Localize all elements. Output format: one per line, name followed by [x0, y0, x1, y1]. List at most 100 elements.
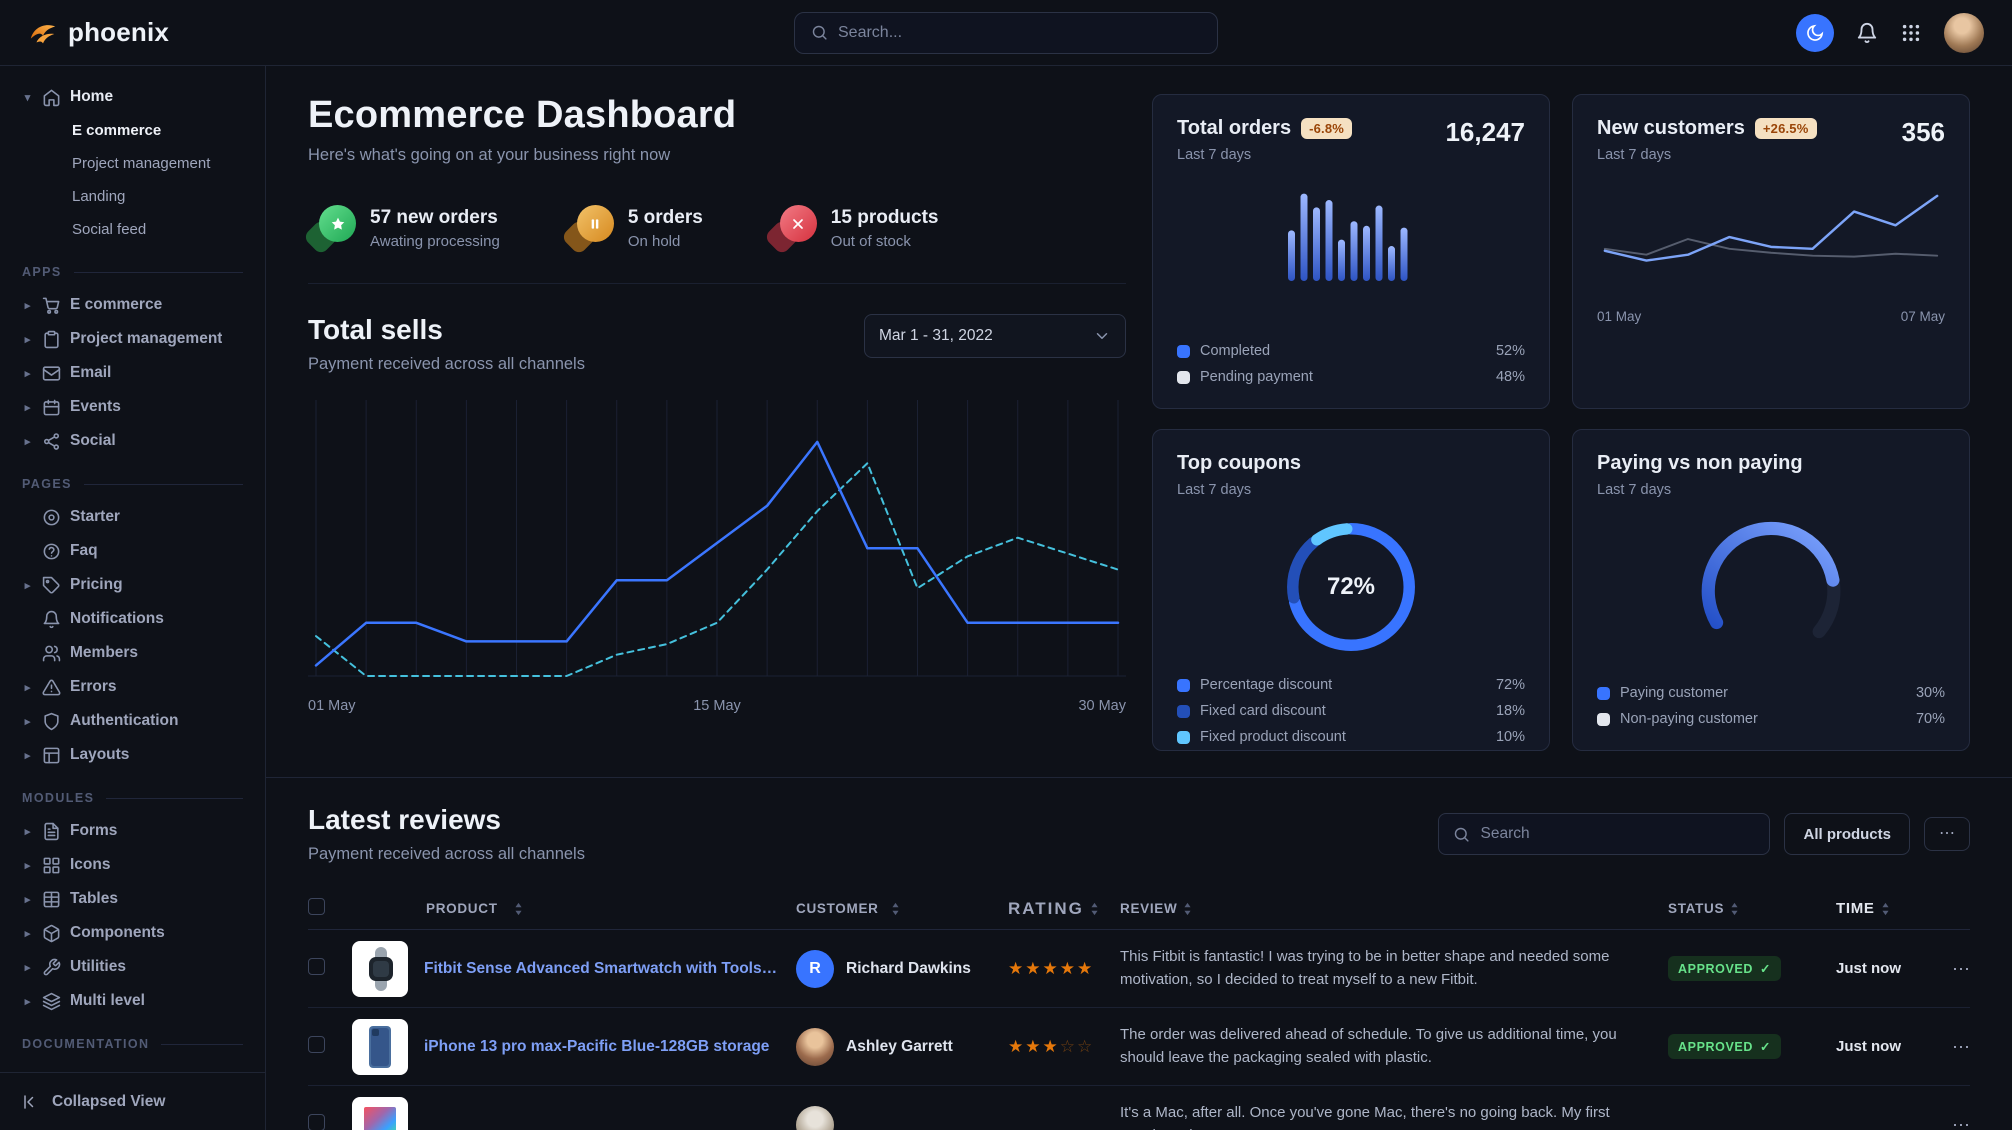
select-all-checkbox[interactable]: [308, 897, 325, 915]
caret-right-icon: ▸: [24, 299, 31, 312]
cell-product: iPhone 13 pro max-Pacific Blue-128GB sto…: [352, 1018, 796, 1075]
cell-customer[interactable]: Ashley Garrett: [796, 1027, 1008, 1066]
sidebar-subitem-landing[interactable]: Landing: [72, 188, 126, 205]
sidebar-item-multi-level[interactable]: ▸ Multi level: [12, 984, 253, 1018]
sidebar-item-components[interactable]: ▸ Components: [12, 916, 253, 950]
card-title: Top coupons: [1177, 452, 1302, 474]
column-header-product[interactable]: PRODUCT: [352, 901, 796, 916]
caret-right-icon: ▸: [24, 579, 31, 592]
legend-value: 10%: [1495, 729, 1525, 745]
sidebar-item-email[interactable]: ▸ Email: [12, 356, 253, 390]
sidebar-item-authentication[interactable]: ▸ Authentication: [12, 704, 253, 738]
sidebar-item-home[interactable]: ▾ Home: [12, 80, 253, 114]
sidebar-item-pricing[interactable]: ▸ Pricing: [12, 568, 253, 602]
user-avatar[interactable]: [1944, 12, 1984, 53]
product-link[interactable]: Fitbit Sense Advanced Smartwatch with To…: [424, 959, 778, 977]
legend-item: Non-paying customer 70%: [1597, 706, 1945, 732]
column-label: PRODUCT: [426, 901, 498, 916]
caret-right-icon: ▸: [24, 995, 31, 1008]
legend-swatch: [1597, 712, 1610, 726]
row-menu-button[interactable]: ⋯: [1952, 958, 1970, 979]
theme-toggle-button[interactable]: [1796, 13, 1834, 52]
sidebar-subitem-project-management[interactable]: Project management: [72, 155, 211, 172]
watch-product-image[interactable]: [352, 940, 408, 997]
cell-rating: ★★★☆☆: [1008, 1037, 1120, 1057]
row-menu-button[interactable]: ⋯: [1952, 1036, 1970, 1057]
total-sells-chart: [308, 400, 1126, 677]
legend-swatch: [1177, 730, 1190, 744]
reviews-search-input[interactable]: [1480, 825, 1756, 843]
check-icon: ✓: [1759, 1040, 1772, 1054]
phoenix-logo-icon: [30, 24, 56, 43]
laptop-product-image[interactable]: [352, 1096, 408, 1130]
sidebar-item-e-commerce[interactable]: ▸ E commerce: [12, 288, 253, 322]
column-header-time[interactable]: TIME: [1836, 900, 1932, 917]
sidebar-item-tables[interactable]: ▸ Tables: [12, 882, 253, 916]
notifications-button[interactable]: [1856, 22, 1878, 44]
date-range-select[interactable]: Mar 1 - 31, 2022: [864, 314, 1126, 358]
table-row: iPhone 13 pro max-Pacific Blue-128GB sto…: [308, 1008, 1970, 1086]
all-products-button[interactable]: All products: [1784, 813, 1910, 855]
sidebar-item-social[interactable]: ▸ Social: [12, 424, 253, 458]
tool-icon: [42, 958, 61, 977]
stat-text: 15 products Out of stock: [831, 207, 939, 250]
nav-section-title: PAGES: [22, 477, 243, 491]
column-header-review[interactable]: REVIEW: [1120, 901, 1668, 916]
paying-legend: Paying customer 30% Non-paying customer 70%: [1597, 680, 1945, 732]
x-tick: 15 May: [693, 698, 741, 714]
help-icon: [42, 542, 61, 561]
legend-label: Fixed card discount: [1200, 703, 1326, 719]
sidebar-item-starter[interactable]: Starter: [12, 500, 253, 534]
phone-product-image[interactable]: [352, 1018, 408, 1075]
row-checkbox[interactable]: [308, 957, 325, 975]
card-top-coupons: Top coupons Last 7 days 72% Percentage d…: [1152, 429, 1550, 751]
sidebar-subitem-e-commerce[interactable]: E commerce: [72, 122, 162, 139]
x-tick: 07 May: [1900, 309, 1945, 324]
product-link[interactable]: iPhone 13 pro max-Pacific Blue-128GB sto…: [424, 1037, 770, 1055]
sidebar-item-errors[interactable]: ▸ Errors: [12, 670, 253, 704]
sidebar-item-faq[interactable]: Faq: [12, 534, 253, 568]
sidebar-item-utilities[interactable]: ▸ Utilities: [12, 950, 253, 984]
reviews-search: [1438, 813, 1771, 855]
sidebar-item-label: Multi level: [70, 992, 145, 1009]
column-header-rating[interactable]: RATING: [1008, 899, 1120, 919]
customer-avatar: [796, 1105, 834, 1130]
sidebar-item-label: Tables: [70, 890, 118, 907]
cell-customer[interactable]: R Richard Dawkins: [796, 949, 1008, 988]
column-header-customer[interactable]: CUSTOMER: [796, 901, 1008, 916]
sidebar-item-layouts[interactable]: ▸ Layouts: [12, 738, 253, 772]
row-menu-button[interactable]: ⋯: [1952, 1116, 1970, 1130]
x-icon: [790, 216, 806, 232]
cell-menu: ⋯: [1932, 1116, 1970, 1130]
sidebar-item-events[interactable]: ▸ Events: [12, 390, 253, 424]
row-checkbox[interactable]: [308, 1113, 325, 1130]
star-icon: ★: [1042, 1036, 1060, 1056]
sidebar-subitem-social-feed[interactable]: Social feed: [72, 221, 147, 238]
stat-bubble: [779, 205, 817, 242]
legend-swatch: [1177, 704, 1190, 718]
sidebar-item-project-management[interactable]: ▸ Project management: [12, 322, 253, 356]
brand[interactable]: phoenix: [28, 17, 169, 48]
sidebar: ▾ Home E commerce Project management Landi…: [0, 66, 266, 1130]
collapse-view-toggle[interactable]: Collapsed View: [0, 1072, 265, 1130]
cell-rating: ★★★★★: [1008, 959, 1120, 979]
sidebar-item-members[interactable]: Members: [12, 636, 253, 670]
star-icon: ★: [1008, 958, 1026, 978]
global-search-input[interactable]: [838, 23, 1201, 42]
column-header-status[interactable]: STATUS: [1668, 901, 1836, 916]
reviews-menu-button[interactable]: ⋯: [1924, 817, 1970, 851]
sidebar-item-forms[interactable]: ▸ Forms: [12, 814, 253, 848]
sidebar-item-icons[interactable]: ▸ Icons: [12, 848, 253, 882]
sidebar-item-label: Icons: [70, 856, 111, 873]
sidebar-item-notifications[interactable]: Notifications: [12, 602, 253, 636]
cell-customer[interactable]: [796, 1105, 1008, 1130]
row-checkbox[interactable]: [308, 1035, 325, 1053]
apps-grid-button[interactable]: [1900, 22, 1922, 44]
table-row: It's a Mac, after all. Once you've gone …: [308, 1086, 1970, 1130]
legend-item: Fixed card discount 18%: [1177, 698, 1525, 724]
cell-review: It's a Mac, after all. Once you've gone …: [1120, 1102, 1668, 1130]
tag-icon: [42, 576, 61, 595]
disc-icon: [42, 508, 61, 527]
navbar-actions: [1796, 12, 1984, 53]
